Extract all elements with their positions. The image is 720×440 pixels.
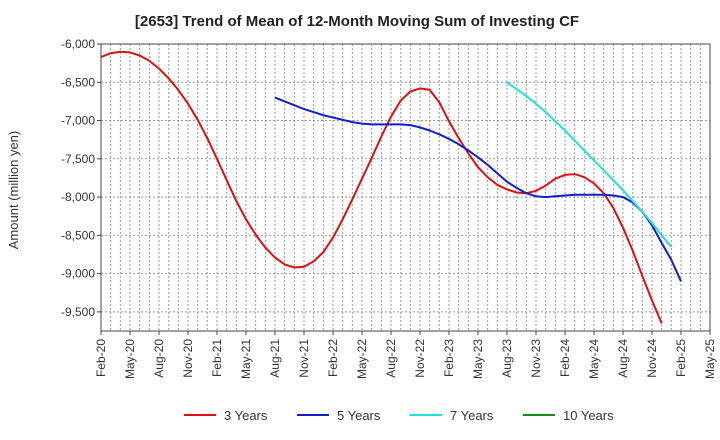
series-line-3-years [100, 50, 663, 324]
y-tick-label: -6,000 [61, 37, 95, 51]
x-tick-label: Nov-21 [297, 339, 311, 378]
y-tick-label: -7,500 [61, 152, 95, 166]
series-line-7-years [506, 81, 673, 248]
x-tick-label: Nov-20 [181, 339, 195, 378]
y-axis-label: Amount (million yen) [6, 131, 21, 250]
x-tick-label: May-22 [355, 339, 369, 379]
x-tick-label: May-25 [703, 339, 717, 379]
plot-frame [100, 43, 711, 332]
y-tick-label: -9,000 [61, 267, 95, 281]
legend-label: 3 Years [224, 408, 268, 423]
legend-label: 7 Years [450, 408, 494, 423]
legend-label: 10 Years [563, 408, 614, 423]
x-tick-label: Feb-20 [94, 339, 108, 377]
x-tick-label: May-23 [471, 339, 485, 379]
x-tick-label: Nov-23 [529, 339, 543, 378]
x-tick-label: Feb-25 [674, 339, 688, 377]
series-line-5-years [274, 96, 682, 282]
x-tick-label: Aug-23 [500, 339, 514, 378]
x-tick-label: May-20 [123, 339, 137, 379]
y-tick-label: -6,500 [61, 75, 95, 89]
legend: 3 Years 5 Years 7 Years 10 Years [184, 408, 614, 423]
legend-label: 5 Years [337, 408, 381, 423]
x-tick-label: Feb-22 [326, 339, 340, 377]
x-tick-label: Aug-22 [384, 339, 398, 378]
y-tick-label: -8,000 [61, 190, 95, 204]
y-tick-label: -7,000 [61, 114, 95, 128]
y-tick-label: -9,500 [61, 305, 95, 319]
chart-title: [2653] Trend of Mean of 12-Month Moving … [135, 13, 579, 30]
x-axis: Feb-20 May-20 Aug-20 Nov-20 Feb-21 May-21 Aug-… [94, 331, 717, 379]
x-tick-label: Nov-22 [413, 339, 427, 378]
x-tick-label: Aug-24 [616, 339, 630, 378]
x-tick-label: May-24 [587, 339, 601, 379]
x-tick-label: May-21 [239, 339, 253, 379]
x-tick-label: Aug-20 [152, 339, 166, 378]
x-tick-label: Feb-24 [558, 339, 572, 377]
x-tick-label: Aug-21 [268, 339, 282, 378]
x-tick-label: Feb-21 [210, 339, 224, 377]
y-tick-label: -8,500 [61, 228, 95, 242]
y-axis: -6,000 -6,500 -7,000 -7,500 -8,000 -8,500 -9,0… [61, 37, 101, 319]
x-tick-label: Nov-24 [645, 339, 659, 378]
x-tick-label: Feb-23 [442, 339, 456, 377]
grid-layer [100, 43, 711, 331]
plot-area [101, 44, 710, 331]
series-layer [100, 50, 682, 324]
